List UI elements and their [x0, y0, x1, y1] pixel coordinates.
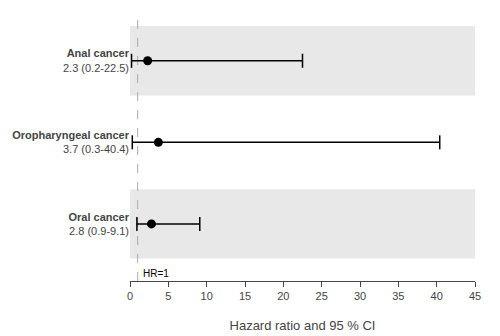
svg-text:45: 45	[469, 290, 481, 302]
svg-text:HR=1: HR=1	[143, 268, 169, 279]
svg-text:30: 30	[354, 290, 366, 302]
svg-text:0: 0	[127, 290, 133, 302]
svg-text:35: 35	[392, 290, 404, 302]
svg-text:Hazard ratio and 95 % CI: Hazard ratio and 95 % CI	[230, 318, 376, 333]
svg-text:25: 25	[316, 290, 328, 302]
svg-text:5: 5	[165, 290, 171, 302]
svg-text:20: 20	[277, 290, 289, 302]
svg-text:40: 40	[431, 290, 443, 302]
svg-text:15: 15	[239, 290, 251, 302]
svg-text:Anal cancer2.3 (0.2-22.5): Anal cancer2.3 (0.2-22.5)	[63, 47, 130, 73]
svg-text:Oral cancer2.8 (0.9-9.1): Oral cancer2.8 (0.9-9.1)	[68, 211, 129, 237]
svg-text:Oropharyngeal cancer3.7 (0.3-4: Oropharyngeal cancer3.7 (0.3-40.4)	[12, 129, 129, 155]
svg-text:10: 10	[201, 290, 213, 302]
